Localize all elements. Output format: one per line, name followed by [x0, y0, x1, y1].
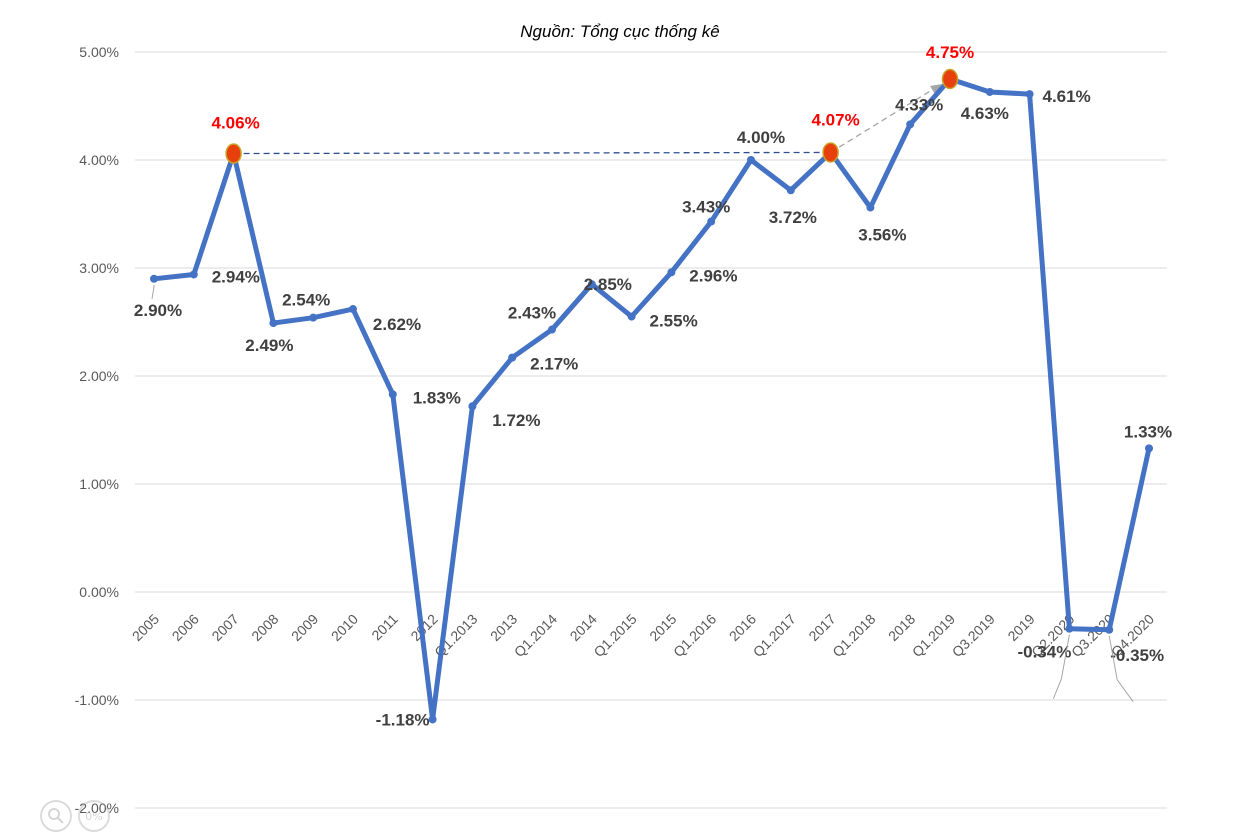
- zoom-controls[interactable]: 0%: [40, 800, 110, 832]
- data-label: 2.90%: [134, 301, 182, 320]
- data-label: 2.17%: [530, 355, 578, 374]
- x-tick-label: 2016: [726, 611, 759, 644]
- data-point: [667, 268, 676, 277]
- data-label: 4.61%: [1042, 87, 1090, 106]
- x-tick-label: 2019: [1004, 611, 1037, 644]
- data-label: 2.43%: [508, 304, 556, 323]
- data-point: [468, 402, 477, 411]
- y-tick-label: -1.00%: [75, 692, 119, 708]
- trend-dashed-line: [233, 151, 831, 155]
- data-label: -0.34%: [1017, 643, 1071, 662]
- data-point: [269, 319, 278, 328]
- data-label: 4.06%: [211, 114, 259, 133]
- x-tick-label: 2008: [248, 611, 281, 644]
- label-leader-line: [1108, 635, 1134, 703]
- label-leader-line: [151, 284, 155, 299]
- data-point: [508, 353, 517, 362]
- y-tick-label: 0.00%: [79, 584, 119, 600]
- x-tick-label: Q1.2015: [590, 611, 639, 660]
- y-tick-label: 2.00%: [79, 368, 119, 384]
- data-label: 4.00%: [737, 128, 785, 147]
- data-point: [388, 390, 397, 399]
- x-tick-label: Q1.2018: [829, 611, 878, 660]
- data-point: [349, 305, 357, 314]
- data-point: [587, 280, 596, 289]
- data-point: [747, 156, 755, 164]
- data-label: 3.43%: [682, 198, 730, 217]
- highlight-point: [225, 143, 242, 164]
- data-label: 1.72%: [492, 411, 540, 430]
- data-point: [707, 217, 716, 226]
- trend-dashed-line: [830, 84, 941, 153]
- source-note: Nguồn: Tổng cục thống kê: [520, 22, 720, 41]
- data-label: 3.72%: [769, 208, 817, 227]
- highlight-point: [941, 68, 959, 90]
- x-tick-label: Q3.2019: [949, 611, 998, 660]
- y-tick-label: 3.00%: [79, 260, 119, 276]
- data-point: [627, 312, 636, 321]
- x-tick-label: Q1.2019: [909, 611, 958, 660]
- highlight-point: [822, 142, 839, 163]
- data-point: [548, 325, 556, 334]
- x-tick-label: 2015: [646, 611, 679, 644]
- data-point: [189, 270, 198, 279]
- x-tick-label: Q1.2016: [670, 611, 719, 660]
- data-label: 4.33%: [895, 95, 943, 114]
- data-label: -1.18%: [376, 710, 430, 729]
- data-label: 2.62%: [373, 315, 421, 334]
- data-label: 2.49%: [245, 336, 293, 355]
- x-tick-label: Q1.2014: [511, 611, 560, 660]
- data-point: [1065, 624, 1074, 633]
- data-label: 4.75%: [926, 43, 974, 62]
- zoom-reset-button[interactable]: 0%: [78, 800, 110, 832]
- data-point: [906, 120, 915, 129]
- data-label: -0.35%: [1110, 646, 1164, 665]
- x-tick-label: 2018: [885, 611, 918, 644]
- data-label: 2.85%: [584, 275, 632, 294]
- data-point: [309, 313, 318, 322]
- data-label: 4.63%: [961, 104, 1009, 123]
- x-tick-label: 2017: [805, 611, 838, 644]
- data-point: [985, 87, 994, 96]
- label-leader-line: [1052, 634, 1070, 699]
- data-point: [1105, 625, 1114, 634]
- data-point: [1145, 444, 1153, 453]
- data-point: [428, 715, 437, 724]
- x-tick-label: 2014: [567, 611, 600, 644]
- data-label: 2.96%: [689, 266, 737, 285]
- y-tick-label: 5.00%: [79, 44, 119, 60]
- y-tick-label: 4.00%: [79, 152, 119, 168]
- data-label: 3.56%: [858, 226, 906, 245]
- x-tick-label: 2011: [368, 611, 401, 644]
- y-tick-label: 1.00%: [79, 476, 119, 492]
- x-tick-label: 2005: [129, 611, 162, 644]
- series-line: [151, 76, 1152, 722]
- data-point: [786, 186, 795, 195]
- x-tick-label: 2013: [487, 611, 520, 644]
- data-label: 2.55%: [649, 312, 697, 331]
- data-point: [150, 274, 158, 283]
- x-tick-label: 2010: [328, 611, 361, 644]
- data-label: 2.54%: [282, 291, 330, 310]
- x-tick-label: Q1.2017: [750, 611, 799, 660]
- data-label: 1.83%: [413, 388, 461, 407]
- data-label: 1.33%: [1124, 422, 1172, 441]
- data-label: 2.94%: [212, 267, 260, 286]
- magnifier-icon[interactable]: [40, 800, 72, 832]
- x-tick-label: 2009: [288, 611, 321, 644]
- x-tick-label: 2007: [208, 611, 241, 644]
- data-point: [1025, 90, 1034, 99]
- data-point: [866, 203, 875, 212]
- data-label: 4.07%: [811, 110, 859, 129]
- x-tick-label: 2006: [169, 611, 202, 644]
- trend-arrowhead: [930, 84, 942, 94]
